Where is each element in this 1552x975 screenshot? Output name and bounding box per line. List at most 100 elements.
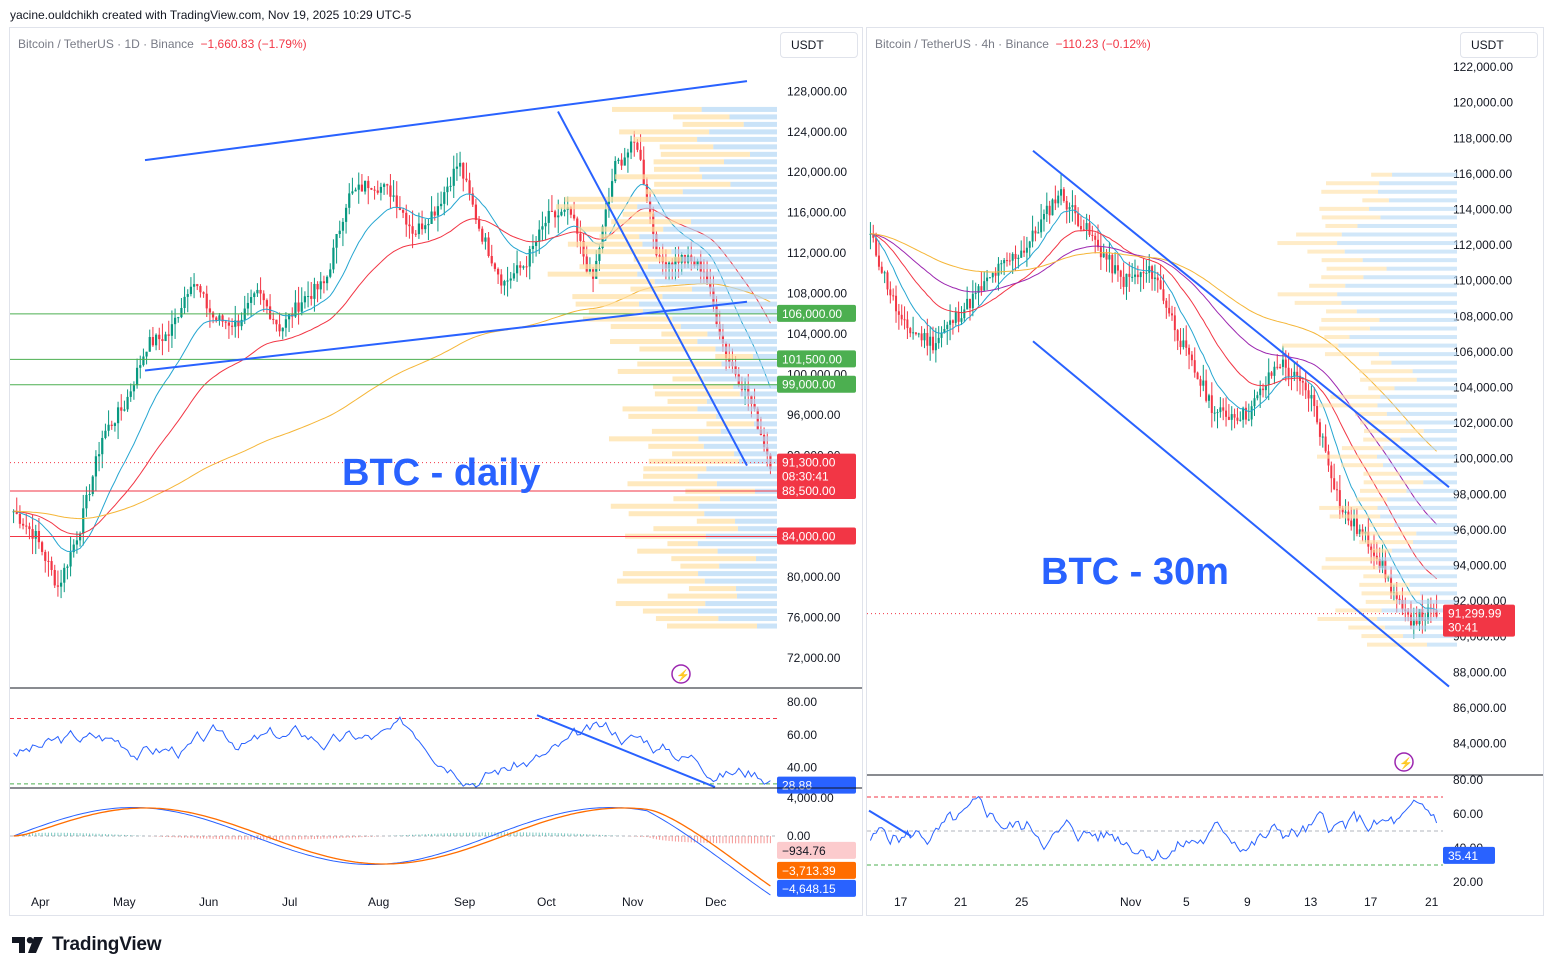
candle-body: [582, 240, 585, 257]
candle-body: [1114, 265, 1117, 274]
level-price-label: 84,000.00: [782, 529, 836, 543]
price-axis-label: 100,000.00: [1453, 452, 1513, 466]
volume-profile-bar: [1391, 360, 1457, 365]
candle-body: [316, 283, 319, 290]
volume-profile-bar: [671, 249, 777, 255]
time-axis-label: 9: [1244, 895, 1251, 909]
volume-profile-bar: [1423, 429, 1457, 434]
candle-body: [145, 351, 148, 357]
candle-body: [1031, 230, 1034, 242]
currency-selector[interactable]: USDT: [1460, 32, 1538, 58]
candle-body: [1190, 354, 1193, 361]
intraday-chart-canvas[interactable]: 122,000.00 120,000.00 118,000.00 116,000.00…: [867, 28, 1543, 915]
volume-profile-bar: [1377, 505, 1457, 510]
candle-body: [709, 282, 712, 289]
candle-body: [1279, 366, 1282, 368]
volume-profile-bar: [690, 219, 777, 225]
macd-signal-line: [13, 807, 771, 887]
volume-profile-bar: [697, 406, 777, 412]
volume-profile-bar: [648, 196, 777, 202]
volume-profile-bar: [698, 368, 777, 374]
candle-body: [541, 226, 544, 230]
candle-body: [705, 271, 709, 283]
volume-profile-bar: [673, 496, 720, 502]
candle-body: [1153, 277, 1156, 279]
candle-body: [1003, 260, 1006, 264]
volume-profile-bar: [667, 398, 707, 404]
candle-body: [18, 513, 22, 524]
candle-body: [170, 324, 174, 336]
candle-body: [28, 526, 31, 530]
time-axis-label: Dec: [705, 895, 726, 909]
candle-body: [1156, 277, 1159, 281]
volume-profile-bar: [718, 616, 777, 622]
candle-body: [957, 312, 960, 322]
candle-body: [1310, 394, 1313, 399]
candle-body: [487, 237, 490, 256]
candle-body: [1000, 263, 1003, 265]
candle-body: [1134, 274, 1137, 277]
candle-body: [585, 256, 588, 272]
rsi-value-label-bg: [1443, 846, 1495, 864]
candle-body: [465, 178, 468, 181]
volume-profile-bar: [672, 316, 777, 322]
volume-profile-bar: [659, 144, 714, 150]
candle-body: [658, 255, 661, 257]
volume-profile-bar: [697, 339, 777, 345]
candle-body: [869, 233, 872, 235]
volume-profile-bar: [1403, 634, 1457, 639]
candle-body: [766, 447, 769, 455]
candle-body: [458, 162, 462, 167]
candle-body: [588, 269, 592, 272]
volume-profile-bar: [721, 361, 777, 367]
candle-body: [598, 248, 601, 261]
volume-profile-bar: [720, 428, 777, 434]
volume-profile-bar: [1317, 617, 1378, 622]
rsi-value-label-bg: [777, 776, 856, 794]
volume-profile-bar: [648, 443, 704, 449]
candle-body: [395, 195, 398, 208]
candle-body: [401, 209, 405, 213]
level-price-label: 106,000.00: [782, 307, 842, 321]
candle-body: [969, 298, 971, 309]
candle-body: [623, 157, 626, 166]
candle-body: [173, 317, 177, 325]
volume-profile-bar: [1341, 446, 1384, 451]
volume-profile-bar: [1359, 488, 1407, 493]
footer-logo: TradingView: [12, 934, 162, 956]
volume-profile-bar: [715, 353, 753, 359]
candle-body: [40, 542, 44, 552]
candle-body: [610, 181, 614, 197]
volume-profile-bar: [1386, 266, 1457, 271]
candle-body: [1293, 371, 1296, 377]
volume-profile-bar: [1363, 574, 1390, 579]
intraday-chart-panel[interactable]: Bitcoin / TetherUS · 4h · Binance −110.2…: [866, 27, 1544, 916]
candle-body: [718, 324, 721, 336]
volume-profile-bar: [628, 413, 717, 419]
price-axis-label: 88,000.00: [1453, 665, 1507, 679]
price-axis-label: 102,000.00: [1453, 416, 1513, 430]
candle-body: [991, 273, 994, 278]
volume-profile-bar: [716, 481, 777, 487]
level-price-label: 99,000.00: [782, 378, 836, 392]
candle-body: [1048, 205, 1051, 216]
volume-profile-bar: [643, 466, 707, 472]
daily-chart-canvas[interactable]: 128,000.00 124,000.00 120,000.00 116,000.00…: [10, 28, 862, 915]
candle-body: [1116, 265, 1119, 271]
volume-profile-bar: [717, 548, 777, 554]
candle-body: [1378, 559, 1381, 568]
time-axis-label: Nov: [622, 895, 643, 909]
symbol-title: Bitcoin / TetherUS · 1D · Binance: [18, 37, 194, 51]
candle-body: [1179, 340, 1182, 348]
candle-body: [1142, 272, 1145, 274]
candle-body: [509, 278, 512, 281]
candle-body: [951, 320, 954, 323]
candle-body: [728, 358, 731, 362]
candle-body: [626, 152, 630, 158]
daily-chart-panel[interactable]: Bitcoin / TetherUS · 1D · Binance −1,660…: [9, 27, 863, 916]
currency-selector[interactable]: USDT: [780, 32, 858, 58]
volume-profile-bar: [567, 241, 643, 247]
candle-body: [966, 298, 969, 310]
candle-body: [1313, 394, 1316, 407]
level-price-label-bg: [777, 527, 856, 545]
